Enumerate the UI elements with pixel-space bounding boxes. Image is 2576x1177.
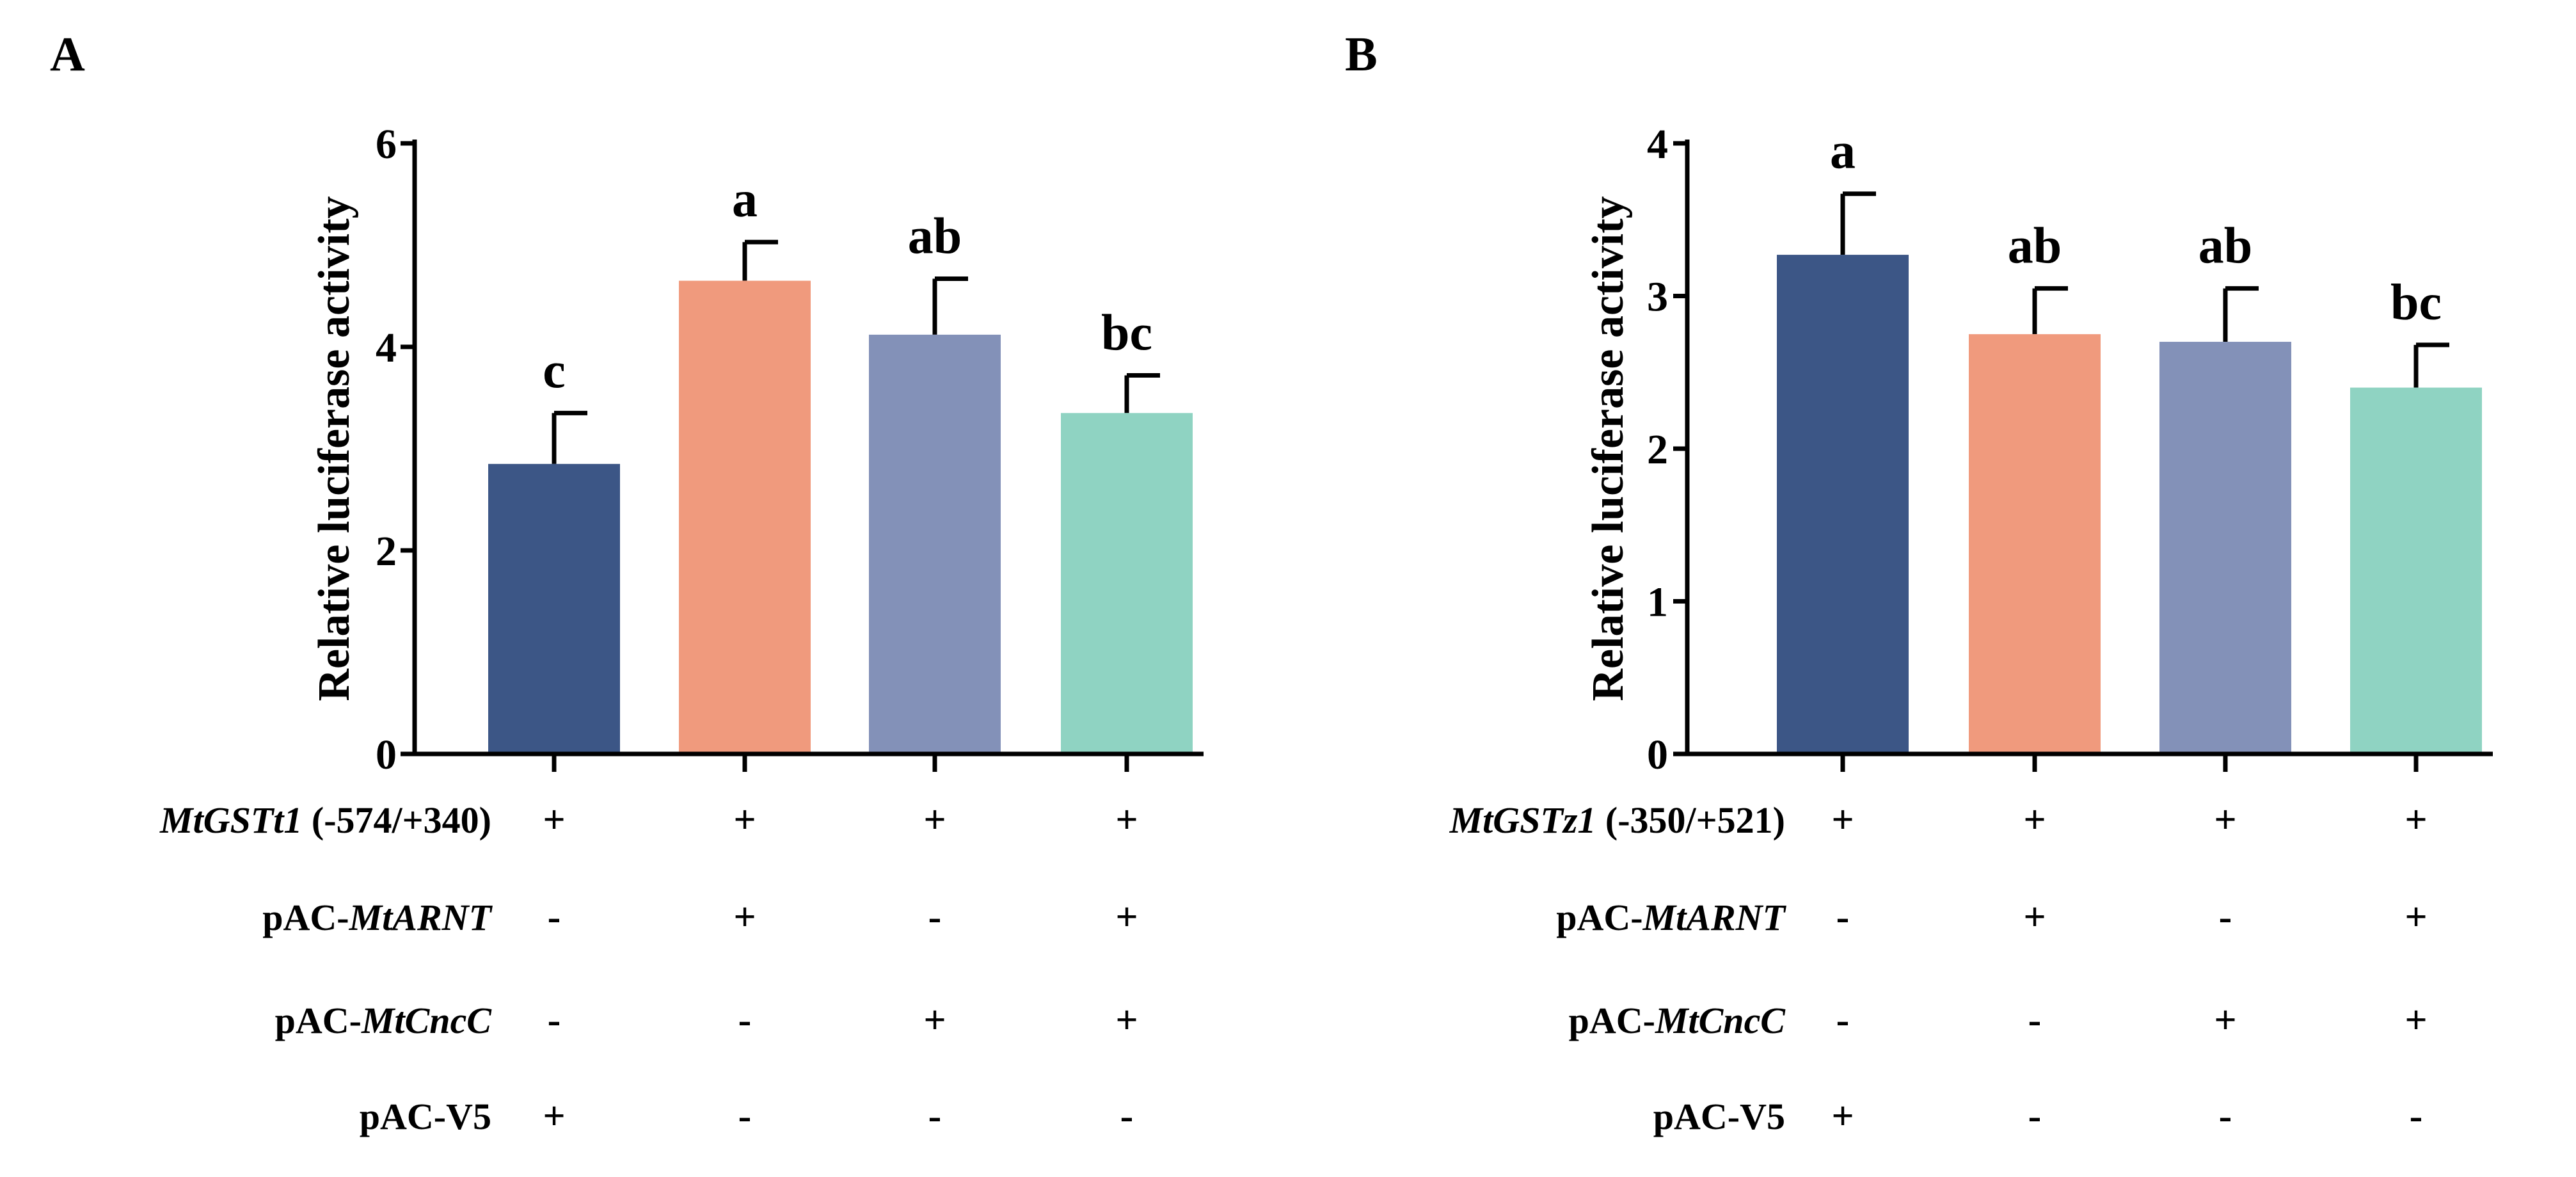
minus-sign: - (548, 998, 561, 1042)
row-label: pAC-MtCncC (1569, 1000, 1786, 1041)
row-label: pAC-V5 (1653, 1096, 1785, 1137)
row-label-gene: MtCncC (1655, 1000, 1786, 1041)
significance-label: ab (2198, 218, 2253, 275)
bar-2 (679, 280, 811, 754)
row-label-prefix: pAC- (262, 897, 349, 938)
chart-panel-b: Ba ab ab bc 0 1 2 3 4 Relative luciferase activit… (1345, 28, 2493, 1138)
significance-label: c (543, 342, 566, 399)
significance-label: bc (2390, 275, 2442, 331)
bar-1 (1777, 255, 1909, 755)
significance-label: a (1830, 124, 1856, 180)
panel-letter: B (1345, 28, 1378, 81)
minus-sign: - (928, 895, 942, 939)
row-label-suffix: (-350/+521) (1596, 799, 1785, 841)
plus-sign: + (1115, 798, 1138, 842)
row-label: pAC-MtCncC (275, 1000, 493, 1041)
plus-sign: + (923, 798, 946, 842)
row-label-gene: MtARNT (1642, 897, 1787, 938)
plus-sign: + (2214, 998, 2236, 1042)
plus-sign: + (733, 895, 756, 939)
panel-letter: A (50, 28, 85, 81)
bar-2 (1969, 334, 2101, 754)
bar-3 (2159, 342, 2291, 754)
row-label: MtGSTz1 (-350/+521) (1449, 799, 1785, 841)
minus-sign: - (2028, 1094, 2042, 1138)
minus-sign: - (548, 895, 561, 939)
plus-sign: + (2023, 895, 2046, 939)
y-tick-label: 2 (1647, 426, 1668, 473)
row-label-gene: MtCncC (361, 1000, 492, 1041)
minus-sign: - (2028, 998, 2042, 1042)
minus-sign: - (1120, 1094, 1134, 1138)
y-tick-label: 4 (376, 324, 397, 371)
plus-sign: + (1115, 998, 1138, 1042)
row-label-prefix: pAC- (1569, 1000, 1655, 1041)
bar-4 (2350, 387, 2482, 754)
row-label: pAC-MtARNT (262, 897, 493, 938)
minus-sign: - (738, 998, 752, 1042)
plus-sign: + (1831, 1094, 1854, 1138)
chart-panel-a: Ac a ab bc 0 2 4 6 Relative luciferase activity M… (50, 28, 1204, 1138)
row-label-prefix: pAC-V5 (1653, 1096, 1785, 1137)
bar-1 (488, 463, 620, 754)
minus-sign: - (1836, 998, 1850, 1042)
plus-sign: + (1115, 895, 1138, 939)
plus-sign: + (923, 998, 946, 1042)
row-label-prefix: pAC- (1556, 897, 1642, 938)
minus-sign: - (738, 1094, 752, 1138)
significance-label: ab (908, 208, 962, 264)
plus-sign: + (543, 798, 565, 842)
row-label-gene: MtGSTz1 (1449, 799, 1596, 841)
y-tick-label: 2 (376, 528, 397, 575)
plus-sign: + (2023, 798, 2046, 842)
row-label-gene: MtGSTt1 (159, 799, 302, 841)
plus-sign: + (2214, 798, 2236, 842)
plus-sign: + (2405, 798, 2427, 842)
significance-label: ab (2008, 218, 2062, 275)
row-label: pAC-V5 (360, 1096, 491, 1137)
y-tick-label: 6 (376, 121, 397, 168)
row-label-prefix: pAC- (275, 1000, 362, 1041)
minus-sign: - (2219, 895, 2232, 939)
row-label: MtGSTt1 (-574/+340) (159, 799, 491, 841)
row-label-gene: MtARNT (349, 897, 493, 938)
row-label-suffix: (-574/+340) (302, 799, 491, 841)
y-tick-label: 0 (376, 732, 397, 778)
minus-sign: - (928, 1094, 942, 1138)
plus-sign: + (543, 1094, 565, 1138)
plus-sign: + (733, 798, 756, 842)
y-tick-label: 4 (1647, 121, 1668, 168)
minus-sign: - (2410, 1094, 2423, 1138)
y-tick-label: 0 (1647, 732, 1668, 778)
bar-4 (1061, 413, 1193, 754)
minus-sign: - (2219, 1094, 2232, 1138)
row-label: pAC-MtARNT (1556, 897, 1786, 938)
y-tick-label: 3 (1647, 274, 1668, 321)
y-tick-label: 1 (1647, 579, 1668, 626)
y-axis-label: Relative luciferase activity (310, 196, 359, 701)
bar-3 (869, 334, 1001, 754)
row-label-prefix: pAC-V5 (360, 1096, 491, 1137)
minus-sign: - (1836, 895, 1850, 939)
significance-label: bc (1101, 305, 1152, 362)
plus-sign: + (2405, 895, 2427, 939)
plus-sign: + (1831, 798, 1854, 842)
plus-sign: + (2405, 998, 2427, 1042)
significance-label: a (732, 172, 758, 228)
y-axis-label: Relative luciferase activity (1584, 196, 1633, 701)
